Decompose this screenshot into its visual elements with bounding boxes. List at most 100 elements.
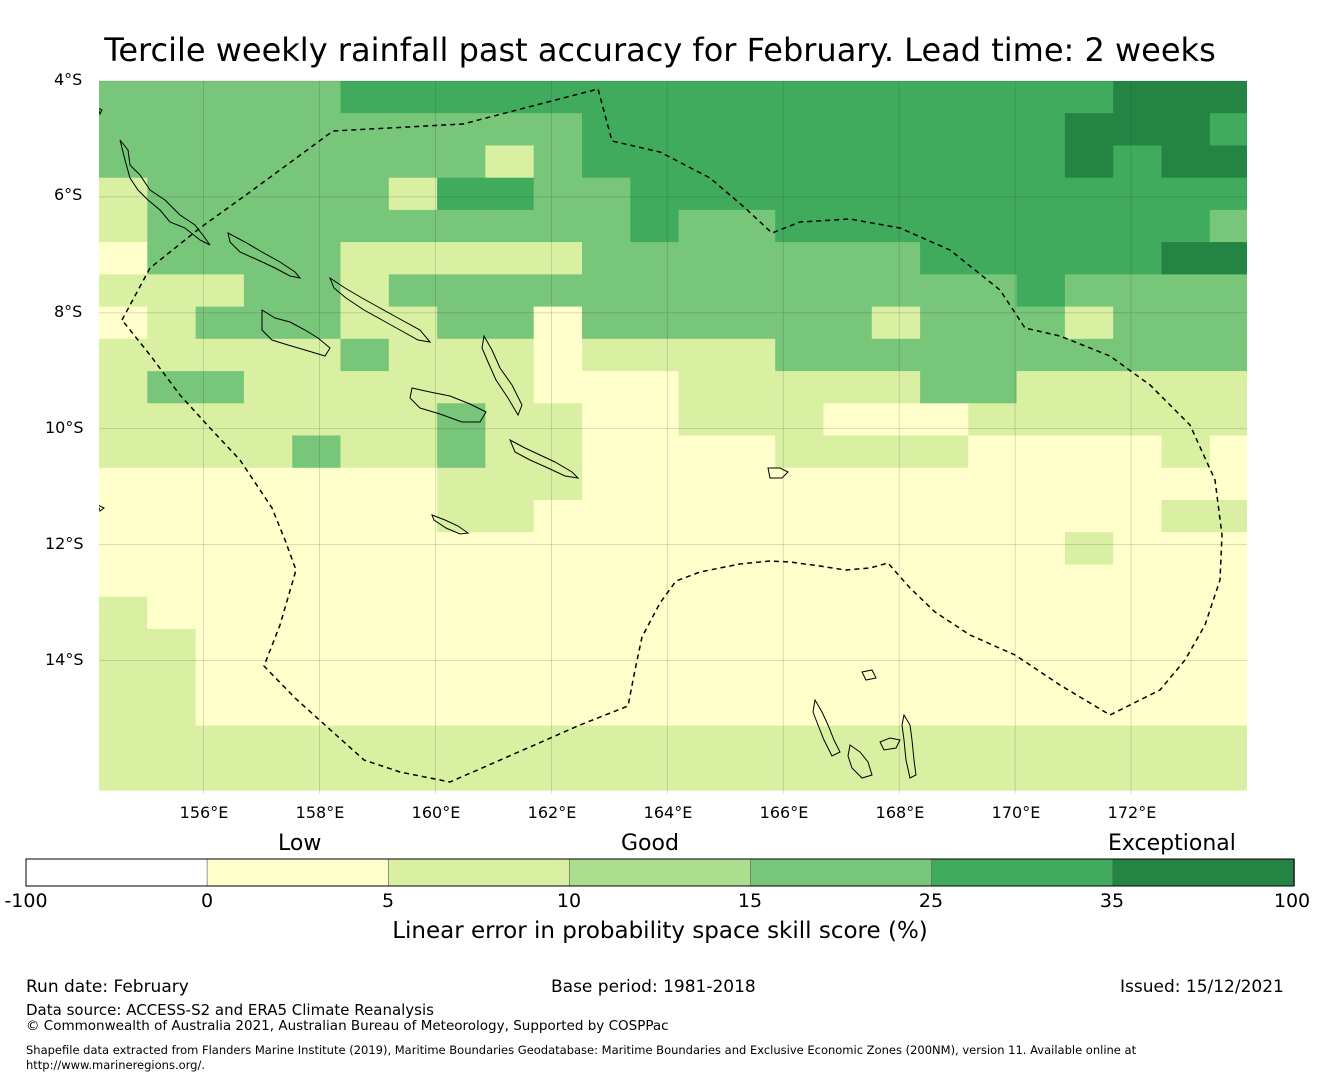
grid-cell [726, 500, 776, 533]
grid-cell [485, 532, 535, 565]
grid-cell [726, 628, 776, 662]
grid-cell [1258, 307, 1307, 340]
grid-cell [1064, 564, 1114, 598]
grid-cell [630, 113, 680, 146]
grid-cell [340, 628, 390, 662]
grid-cell [1161, 596, 1211, 630]
grid-cell [678, 596, 728, 630]
grid-cell [2, 468, 51, 501]
grid-cell [1113, 209, 1163, 243]
grid-cell [99, 693, 148, 727]
grid-cell [1016, 435, 1066, 469]
grid-cell [485, 435, 535, 469]
grid-cell [1113, 564, 1163, 598]
grid-cell [388, 145, 438, 179]
grid-cell [99, 242, 148, 275]
grid-cell [968, 274, 1018, 308]
grid-cell [775, 177, 825, 211]
grid-cell [726, 81, 776, 114]
grid-cell [533, 177, 583, 211]
grid-cell [533, 532, 583, 565]
grid-cell [99, 338, 100, 372]
grid-cell [726, 757, 776, 791]
grid-cell [340, 564, 390, 598]
grid-cell [775, 113, 825, 146]
grid-cell [775, 435, 825, 469]
grid-cell [920, 628, 969, 662]
grid-cell [533, 693, 583, 727]
grid-cell [1161, 725, 1211, 759]
grid-cell [775, 564, 825, 598]
grid-cell [1161, 757, 1211, 791]
island-makira [509, 438, 580, 479]
lon-label-164e: 164°E [643, 803, 693, 822]
grid-cell [871, 500, 921, 533]
grid-cell [1016, 209, 1066, 243]
grid-cell [1016, 467, 1066, 501]
grid-cell [388, 596, 438, 630]
grid-cell [630, 435, 680, 469]
grid-cell [920, 564, 969, 598]
grid-cell [437, 564, 486, 598]
grid-cell [582, 177, 631, 211]
grid-cell [292, 661, 342, 694]
grid-cell [485, 81, 535, 114]
grid-cell [147, 274, 197, 308]
grid-cell [1209, 338, 1247, 372]
grid-cell [968, 628, 1018, 662]
lon-label-160e: 160°E [411, 803, 461, 822]
grid-cell [1016, 145, 1066, 179]
grid-cell [1258, 339, 1307, 372]
grid-cell [1161, 145, 1211, 179]
grid-cell [582, 274, 631, 308]
grid-cell [243, 81, 293, 114]
grid-cell [582, 500, 631, 533]
grid-cell [147, 403, 197, 437]
grid-cell [340, 145, 390, 179]
grid-cell [920, 403, 969, 437]
grid-cell [1209, 242, 1247, 275]
grid-cell [823, 242, 873, 275]
grid-cell [1113, 306, 1163, 340]
grid-cell [99, 500, 148, 533]
grid-cell [2, 371, 51, 404]
grid-cell [485, 113, 535, 146]
grid-cell [1306, 597, 1320, 630]
grid-cell [533, 500, 583, 533]
grid-cell [968, 757, 1018, 791]
grid-cell [292, 435, 342, 469]
grid-cell [437, 661, 486, 694]
grid-cell [871, 532, 921, 565]
grid-cell [2, 597, 51, 630]
grid-cell [775, 628, 825, 662]
grid-cell [775, 596, 825, 630]
grid-cell [340, 274, 390, 308]
grid-cell [582, 242, 631, 275]
grid-cell [582, 661, 631, 694]
grid-cell [1161, 500, 1211, 533]
colorbar-title: Linear error in probability space skill … [392, 918, 928, 944]
grid-cell [99, 628, 148, 662]
grid-cell [243, 532, 293, 565]
grid-cell [1064, 209, 1114, 243]
grid-cell [726, 564, 776, 598]
grid-cell [533, 274, 583, 308]
grid-cell [485, 628, 535, 662]
grid-cell [1258, 629, 1307, 662]
grid-cell [99, 725, 148, 759]
grid-cell [630, 467, 680, 501]
grid-cell [485, 596, 535, 630]
grid-cell [147, 500, 197, 533]
grid-cell [1113, 596, 1163, 630]
grid-cell [533, 81, 583, 114]
grid-cell [871, 596, 921, 630]
grid-cell [968, 725, 1018, 759]
grid-cell [2, 564, 51, 597]
grid-cell [968, 209, 1018, 243]
grid-cell [292, 725, 342, 759]
grid-cell [1161, 306, 1211, 340]
lon-label-170e: 170°E [991, 803, 1041, 822]
grid-cell [823, 628, 873, 662]
grid-cell [1306, 564, 1320, 597]
